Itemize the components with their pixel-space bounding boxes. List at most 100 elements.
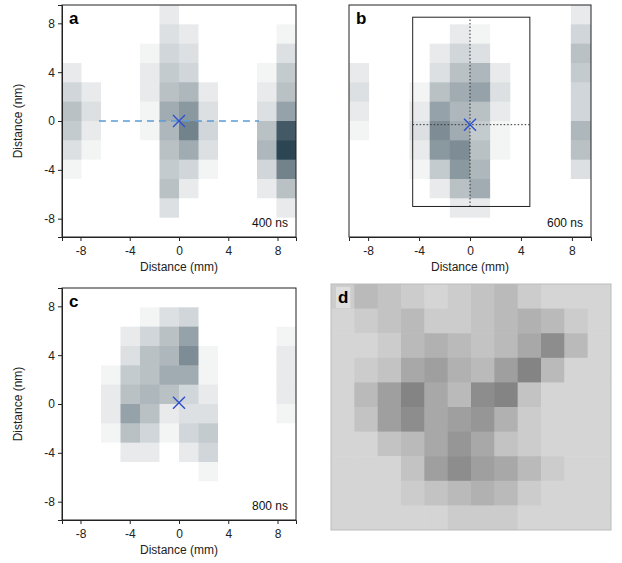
cell bbox=[470, 82, 491, 102]
cell bbox=[564, 284, 588, 309]
cell bbox=[121, 218, 141, 237]
cell bbox=[238, 140, 258, 160]
cell bbox=[277, 44, 297, 64]
cell bbox=[541, 333, 565, 358]
cell bbox=[541, 284, 565, 309]
cell bbox=[62, 160, 82, 180]
cell bbox=[82, 346, 102, 366]
cell bbox=[179, 44, 199, 64]
cell bbox=[277, 160, 297, 180]
cell bbox=[218, 365, 238, 385]
cell bbox=[531, 121, 552, 141]
cell bbox=[510, 198, 531, 218]
cell bbox=[564, 358, 588, 383]
cell bbox=[571, 63, 591, 83]
tick-label: 0 bbox=[48, 114, 55, 128]
cell bbox=[140, 307, 160, 327]
cell bbox=[424, 284, 448, 309]
cell bbox=[541, 407, 565, 432]
cell bbox=[82, 102, 102, 122]
cell bbox=[179, 365, 199, 385]
cell bbox=[121, 160, 141, 180]
cell bbox=[510, 102, 531, 122]
cell bbox=[160, 218, 180, 237]
cell bbox=[369, 218, 390, 237]
cell bbox=[571, 44, 591, 64]
cell bbox=[62, 346, 82, 366]
cell bbox=[218, 24, 238, 44]
cell bbox=[101, 385, 121, 405]
cell bbox=[490, 179, 511, 199]
cell bbox=[140, 140, 160, 160]
cell bbox=[140, 423, 160, 443]
panel-letter: d bbox=[338, 288, 348, 307]
cell bbox=[101, 404, 121, 424]
cell bbox=[218, 44, 238, 64]
cell bbox=[564, 382, 588, 407]
tick-mark bbox=[58, 23, 62, 24]
tick-mark bbox=[58, 219, 62, 220]
cell bbox=[389, 63, 410, 83]
x-axis-title: Distance (mm) bbox=[431, 260, 509, 274]
cell bbox=[510, 160, 531, 180]
cell bbox=[354, 481, 378, 506]
cell bbox=[199, 346, 219, 366]
cell bbox=[218, 160, 238, 180]
cell bbox=[82, 121, 102, 141]
cell bbox=[551, 44, 572, 64]
tick-label: -4 bbox=[414, 244, 425, 258]
cell bbox=[450, 63, 471, 83]
cell bbox=[238, 288, 258, 308]
cell bbox=[82, 462, 102, 482]
cell bbox=[140, 102, 160, 122]
cell bbox=[257, 5, 277, 25]
cell bbox=[588, 284, 611, 309]
label-patch bbox=[336, 287, 350, 308]
cell bbox=[510, 24, 531, 44]
cell bbox=[140, 288, 160, 308]
y-axis-title: Distance (nm) bbox=[11, 84, 25, 159]
cell bbox=[490, 5, 511, 25]
cell bbox=[518, 333, 542, 358]
cell bbox=[160, 63, 180, 83]
cell bbox=[369, 5, 390, 25]
cell bbox=[588, 432, 611, 457]
tick: 8 bbox=[275, 237, 282, 258]
label-patch bbox=[67, 8, 81, 29]
cell bbox=[494, 481, 518, 506]
cell bbox=[121, 121, 141, 141]
cell bbox=[160, 443, 180, 463]
cell bbox=[199, 5, 219, 25]
cell bbox=[430, 63, 451, 83]
cell bbox=[82, 179, 102, 199]
cell bbox=[140, 44, 160, 64]
cell bbox=[199, 198, 219, 218]
cell bbox=[140, 121, 160, 141]
tick-label: -4 bbox=[44, 446, 55, 460]
cell bbox=[369, 44, 390, 64]
tick-label: 4 bbox=[48, 65, 55, 79]
cell bbox=[471, 309, 495, 334]
cell bbox=[277, 82, 297, 102]
cell bbox=[62, 385, 82, 405]
cell bbox=[238, 24, 258, 44]
cell bbox=[369, 24, 390, 44]
cell bbox=[541, 456, 565, 481]
cell bbox=[401, 407, 425, 432]
cell bbox=[82, 481, 102, 501]
cell bbox=[238, 365, 258, 385]
cell bbox=[448, 284, 472, 309]
frame bbox=[331, 284, 611, 530]
tick: 0 bbox=[176, 520, 183, 541]
cell bbox=[430, 82, 451, 102]
cell bbox=[257, 404, 277, 424]
guide-line bbox=[470, 17, 471, 206]
cell bbox=[101, 327, 121, 347]
tick-mark bbox=[179, 237, 180, 241]
cell bbox=[277, 327, 297, 347]
cell bbox=[160, 198, 180, 218]
cell bbox=[257, 443, 277, 463]
cell bbox=[199, 121, 219, 141]
cell bbox=[199, 481, 219, 501]
cell bbox=[82, 160, 102, 180]
